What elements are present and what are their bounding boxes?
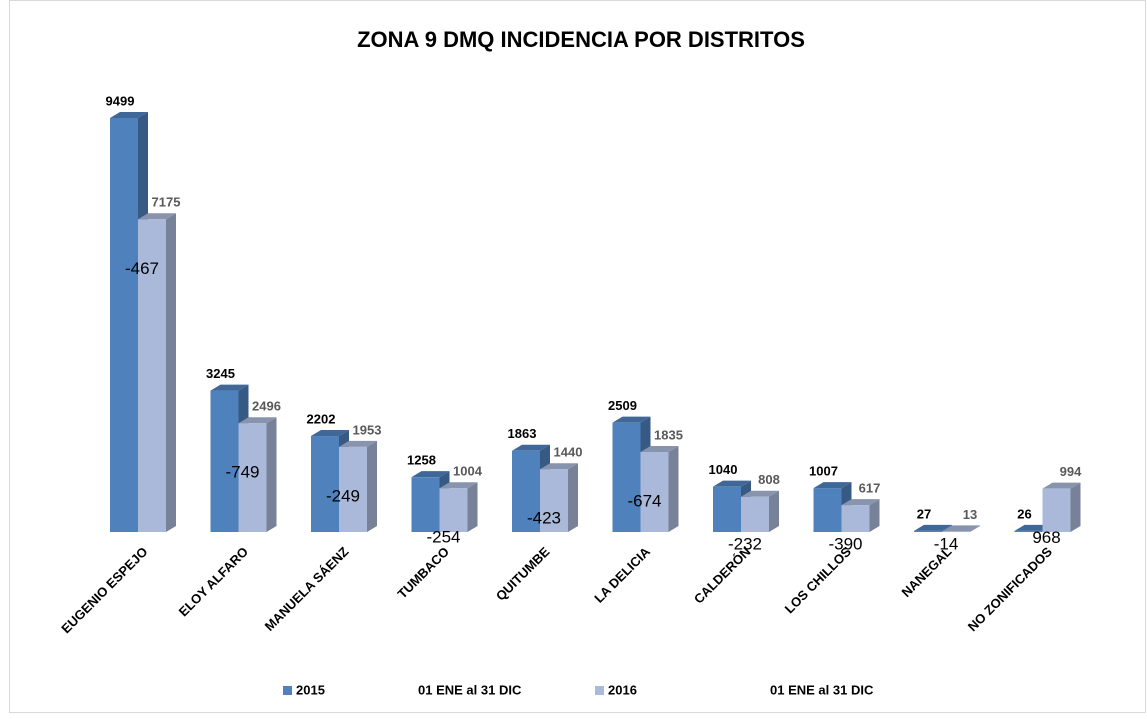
bar bbox=[138, 213, 176, 532]
bar-front bbox=[439, 488, 468, 532]
bar-front bbox=[210, 390, 239, 532]
bar bbox=[238, 417, 277, 532]
bar-top bbox=[540, 463, 578, 470]
bar-top bbox=[1042, 482, 1081, 489]
bar-front bbox=[512, 450, 540, 532]
bar-front bbox=[914, 530, 942, 532]
data-label: 1007 bbox=[809, 464, 838, 479]
bar bbox=[640, 446, 679, 532]
chart-title: ZONA 9 DMQ INCIDENCIA POR DISTRITOS bbox=[357, 27, 805, 52]
bar-front bbox=[713, 486, 741, 532]
difference-label: -249 bbox=[326, 486, 360, 505]
data-label: 1835 bbox=[654, 427, 683, 442]
bar-front bbox=[612, 422, 641, 532]
bar bbox=[741, 490, 779, 532]
difference-label: -423 bbox=[527, 509, 561, 528]
bar bbox=[439, 482, 478, 532]
data-label: 1040 bbox=[709, 462, 738, 477]
data-label: 1440 bbox=[554, 445, 583, 460]
bar-front bbox=[311, 436, 339, 532]
bar-top bbox=[841, 499, 880, 506]
bar-front bbox=[110, 118, 138, 532]
bar bbox=[540, 463, 578, 532]
data-label: 13 bbox=[963, 507, 977, 522]
bar-side bbox=[668, 446, 679, 532]
data-label: 1863 bbox=[508, 426, 537, 441]
bar bbox=[841, 499, 880, 532]
legend-label: 2015 bbox=[296, 682, 325, 697]
bar-front bbox=[339, 446, 367, 532]
bar-front bbox=[238, 423, 267, 532]
difference-label: -749 bbox=[225, 463, 259, 482]
bar-top bbox=[612, 416, 651, 423]
difference-label: -14 bbox=[934, 534, 959, 553]
bar-top bbox=[640, 446, 679, 453]
data-label: 808 bbox=[758, 472, 780, 487]
data-label: 1953 bbox=[353, 422, 382, 437]
bar-side bbox=[769, 490, 779, 532]
bar-top bbox=[439, 482, 478, 489]
data-label: 617 bbox=[859, 481, 881, 496]
bar-side bbox=[266, 417, 277, 532]
data-label: 2202 bbox=[307, 411, 336, 426]
bar-front bbox=[1042, 488, 1071, 532]
legend-period: 01 ENE al 31 DIC bbox=[770, 682, 874, 697]
bar-front bbox=[942, 531, 970, 532]
bar-front bbox=[813, 488, 842, 532]
bar-side bbox=[970, 525, 980, 532]
data-label: 994 bbox=[1060, 464, 1082, 479]
chart-border bbox=[9, 0, 1146, 713]
data-label: 3245 bbox=[206, 366, 235, 381]
data-label: 1258 bbox=[407, 453, 436, 468]
legend-swatch bbox=[595, 686, 604, 695]
bar-top bbox=[138, 213, 176, 220]
difference-label: -254 bbox=[426, 528, 460, 547]
bar-top bbox=[411, 471, 450, 478]
data-label: 27 bbox=[917, 506, 931, 521]
legend-period: 01 ENE al 31 DIC bbox=[418, 682, 522, 697]
data-label: 2509 bbox=[608, 398, 637, 413]
bar-top bbox=[813, 482, 852, 489]
legend-label: 2016 bbox=[608, 682, 637, 697]
bar-top bbox=[339, 440, 377, 447]
data-label: 1004 bbox=[453, 464, 483, 479]
bar-top bbox=[713, 480, 751, 487]
bar-side bbox=[568, 463, 578, 532]
bar-side bbox=[467, 482, 478, 532]
bar-top bbox=[238, 417, 277, 424]
bar-top bbox=[942, 525, 980, 532]
bar-front bbox=[640, 452, 669, 532]
difference-label: -467 bbox=[125, 259, 159, 278]
data-label: 2496 bbox=[252, 399, 281, 414]
bar-front bbox=[540, 469, 568, 532]
bar-top bbox=[741, 490, 779, 497]
bar-front bbox=[411, 477, 440, 532]
bar-side bbox=[869, 499, 880, 532]
bar-top bbox=[110, 112, 148, 118]
bar bbox=[339, 440, 377, 532]
data-label: 7175 bbox=[152, 195, 181, 210]
bar-front bbox=[1014, 530, 1043, 532]
bar bbox=[1042, 482, 1081, 532]
bar-side bbox=[166, 213, 176, 532]
bar-top bbox=[311, 430, 349, 437]
difference-label: -232 bbox=[728, 534, 762, 553]
difference-label: -390 bbox=[828, 534, 862, 553]
difference-label: -674 bbox=[627, 492, 661, 511]
difference-label: 968 bbox=[1032, 528, 1060, 547]
legend-swatch bbox=[283, 686, 292, 695]
data-label: 9499 bbox=[106, 93, 135, 108]
bar-top bbox=[914, 524, 952, 531]
bar-side bbox=[367, 440, 377, 532]
bar-front bbox=[741, 496, 769, 532]
bar-top bbox=[512, 444, 550, 451]
bar-top bbox=[210, 384, 249, 391]
bar bbox=[942, 525, 980, 532]
bar-front bbox=[138, 219, 166, 532]
bar-side bbox=[1070, 482, 1081, 532]
bar-front bbox=[841, 505, 870, 532]
data-label: 26 bbox=[1017, 506, 1031, 521]
